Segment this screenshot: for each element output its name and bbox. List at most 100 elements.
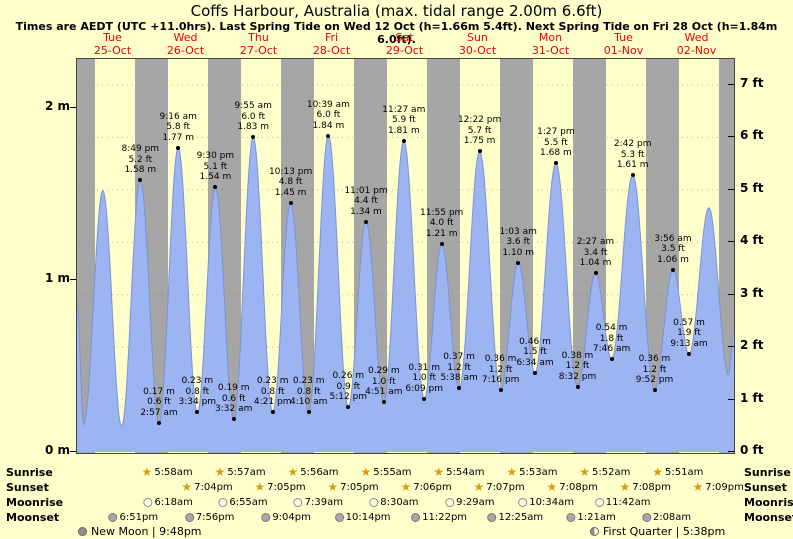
astro-row-label-right: Sunset <box>744 481 787 494</box>
tide-point <box>326 133 331 138</box>
sunset-time: ★ 7:07pm <box>473 481 524 494</box>
tide-annotation-line: 1.2 ft <box>447 362 471 373</box>
day-column-label: Thu 27-Oct <box>222 31 295 57</box>
tide-point <box>533 370 537 375</box>
tide-annotation-line: 3:32 am <box>215 404 253 415</box>
day-column-label: Tue 01-Nov <box>587 31 660 57</box>
sunset-value: 7:05pm <box>267 482 306 493</box>
tide-annotation-line: 1.0 ft <box>412 373 437 384</box>
tide-annotation: 0.23 m 0.8 ft 4:21 pm <box>254 376 292 408</box>
tide-point <box>157 420 161 425</box>
moonrise-time: 8:30am <box>369 496 419 509</box>
moonrise-value: 10:34am <box>529 497 574 508</box>
tide-annotation: 10:39 am 6.0 ft 1.84 m <box>307 100 350 132</box>
tide-point <box>630 173 635 178</box>
moonset-time: 2:08am <box>641 511 692 524</box>
astro-row-label-left: Moonset <box>6 511 60 524</box>
moonset-icon <box>566 513 576 522</box>
y-axis-tick-right <box>728 188 734 190</box>
y-axis-label-left: 1 m <box>44 271 70 285</box>
tide-point <box>687 352 691 356</box>
moonset-icon <box>487 513 497 522</box>
y-axis-label-right: 2 ft <box>740 338 764 353</box>
moonset-value: 2:08am <box>652 512 692 523</box>
tide-annotation: 9:55 am 6.0 ft 1.83 m <box>235 101 272 133</box>
tide-annotation: 8:49 pm 5.2 ft 1.58 m <box>122 144 160 176</box>
moonset-value: 6:51pm <box>119 512 159 523</box>
tide-point <box>251 135 256 140</box>
sunset-value: 7:08pm <box>559 482 598 493</box>
day-name: Fri <box>324 31 339 44</box>
tide-point <box>306 410 311 415</box>
y-axis-tick-right <box>728 84 734 86</box>
tide-annotation: 11:27 am 5.9 ft 1.81 m <box>382 105 425 137</box>
tide-annotation-line: 1.54 m <box>199 172 232 183</box>
moonrise-icon <box>293 498 303 507</box>
tide-point <box>270 410 275 415</box>
tide-annotation-line: 1.34 m <box>350 206 382 217</box>
tide-annotation-line: 9:30 pm <box>196 151 235 162</box>
sun-icon: ★ <box>400 480 412 494</box>
tide-annotation-line: 11:27 am <box>382 104 426 115</box>
day-column-label: Sun 30-Oct <box>441 31 514 57</box>
day-date: 01-Nov <box>603 44 644 57</box>
tide-annotation-line: 0.26 m <box>332 371 365 382</box>
tide-annotation-line: 0.36 m <box>484 354 517 365</box>
y-axis-tick-right <box>728 136 734 138</box>
y-axis-label-right: 6 ft <box>740 128 764 143</box>
tide-point <box>498 388 503 393</box>
sunrise-time: ★ 5:55am <box>360 466 411 479</box>
tide-annotation-line: 0.8 ft <box>260 386 285 397</box>
tide-annotation: 0.38 m 1.2 ft 8:32 pm <box>559 351 597 383</box>
day-column-label: Mon 31-Oct <box>514 31 587 57</box>
tide-point <box>671 267 675 272</box>
tide-annotation-line: 1.84 m <box>312 120 345 131</box>
moonset-time: 1:21am <box>566 511 616 524</box>
moon-phase-note: First Quarter | 5:38pm <box>590 525 725 538</box>
sun-icon: ★ <box>214 465 226 479</box>
day-column-label: Wed 02-Nov <box>660 31 733 57</box>
chart-title: Coffs Harbour, Australia (max. tidal ran… <box>190 2 603 20</box>
day-name: Tue <box>614 31 633 44</box>
tide-point <box>575 384 580 389</box>
first-quarter-icon <box>590 527 599 536</box>
tide-annotation: 0.17 m 0.6 ft 2:57 am <box>140 387 177 419</box>
tide-annotation-line: 0.19 m <box>217 383 250 394</box>
sunrise-value: 5:55am <box>373 467 412 478</box>
tide-annotation: 11:55 pm 4.0 ft 1.21 m <box>420 208 463 240</box>
tide-point <box>457 386 462 391</box>
tide-annotation-line: 1.61 m <box>616 160 649 171</box>
tide-point <box>213 185 218 190</box>
sunset-value: 7:06pm <box>413 482 452 493</box>
moonrise-time: 9:29am <box>445 496 494 509</box>
y-axis-label-right: 5 ft <box>740 180 764 195</box>
sun-icon: ★ <box>287 465 299 479</box>
astro-row-label-right: Sunrise <box>744 466 791 479</box>
y-axis-tick-right <box>728 241 734 243</box>
tide-point <box>422 396 427 401</box>
sun-icon: ★ <box>473 480 485 494</box>
tide-annotation-line: 7:16 pm <box>481 375 520 386</box>
tide-annotation-line: 0.9 ft <box>336 381 361 392</box>
day-name: Tue <box>103 31 122 44</box>
tide-annotation-line: 1.06 m <box>657 254 689 265</box>
day-name: Wed <box>684 31 709 44</box>
tide-annotation-line: 5.1 ft <box>203 161 228 172</box>
moonset-icon <box>334 513 344 522</box>
tide-annotation-line: 6.0 ft <box>241 111 266 122</box>
tide-annotation-line: 3:34 pm <box>178 397 217 408</box>
tide-annotation-line: 0.23 m <box>256 376 289 387</box>
tide-point <box>401 138 406 143</box>
y-axis-label-right: 7 ft <box>740 76 764 91</box>
tide-annotation-line: 6:09 pm <box>405 383 443 394</box>
day-date: 25-Oct <box>93 44 132 57</box>
tide-annotation: 0.19 m 0.6 ft 3:32 am <box>215 383 252 415</box>
moonrise-icon <box>369 498 379 507</box>
tide-annotation-line: 1.58 m <box>124 165 157 176</box>
moonset-time: 11:22pm <box>411 511 467 524</box>
day-date: 29-Oct <box>385 44 424 57</box>
moonrise-time: 6:55am <box>218 496 268 509</box>
day-date: 26-Oct <box>166 44 205 57</box>
tide-point <box>231 417 236 422</box>
tide-annotation: 11:01 pm 4.4 ft 1.34 m <box>344 186 387 218</box>
